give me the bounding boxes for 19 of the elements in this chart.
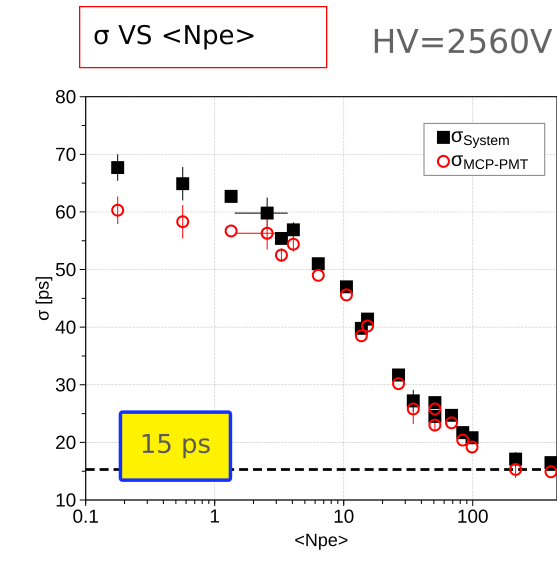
legend-label: σ$_{MCP-PMT}$ — [452, 155, 528, 170]
x-tick-label: 100 — [458, 509, 488, 523]
y-tick-label: 30 — [56, 378, 76, 392]
y-axis-title: σ [ps] — [36, 277, 52, 320]
y-tick-label: 20 — [56, 436, 76, 450]
y-tick-label: 60 — [56, 205, 76, 219]
x-tick-label: 1 — [210, 510, 220, 523]
y-tick-label: 10 — [56, 493, 76, 507]
x-axis-title: <Npe> — [295, 534, 348, 550]
y-tick-label: 40 — [56, 320, 76, 334]
y-tick-label: 50 — [56, 262, 76, 276]
x-tick-label: 0.1 — [73, 509, 98, 523]
chart-subtitle: HV=2560V — [374, 28, 552, 54]
legend-label: σ$_{System}$ — [452, 131, 509, 148]
y-tick-label: 70 — [56, 148, 76, 162]
ref-line-label: 15 ps — [142, 434, 210, 458]
x-tick-label: 10 — [334, 509, 354, 523]
chart-title: σ VS <Npe> — [94, 24, 254, 50]
y-tick-label: 80 — [56, 90, 76, 104]
